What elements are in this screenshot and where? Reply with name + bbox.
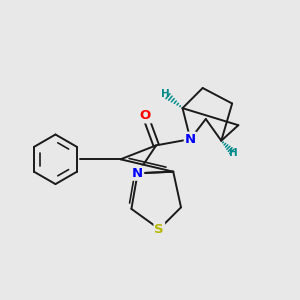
Text: O: O bbox=[140, 110, 151, 122]
Text: N: N bbox=[185, 133, 196, 146]
Text: H: H bbox=[229, 148, 238, 158]
Text: H: H bbox=[161, 89, 170, 99]
Text: N: N bbox=[132, 167, 143, 180]
Text: S: S bbox=[154, 223, 164, 236]
